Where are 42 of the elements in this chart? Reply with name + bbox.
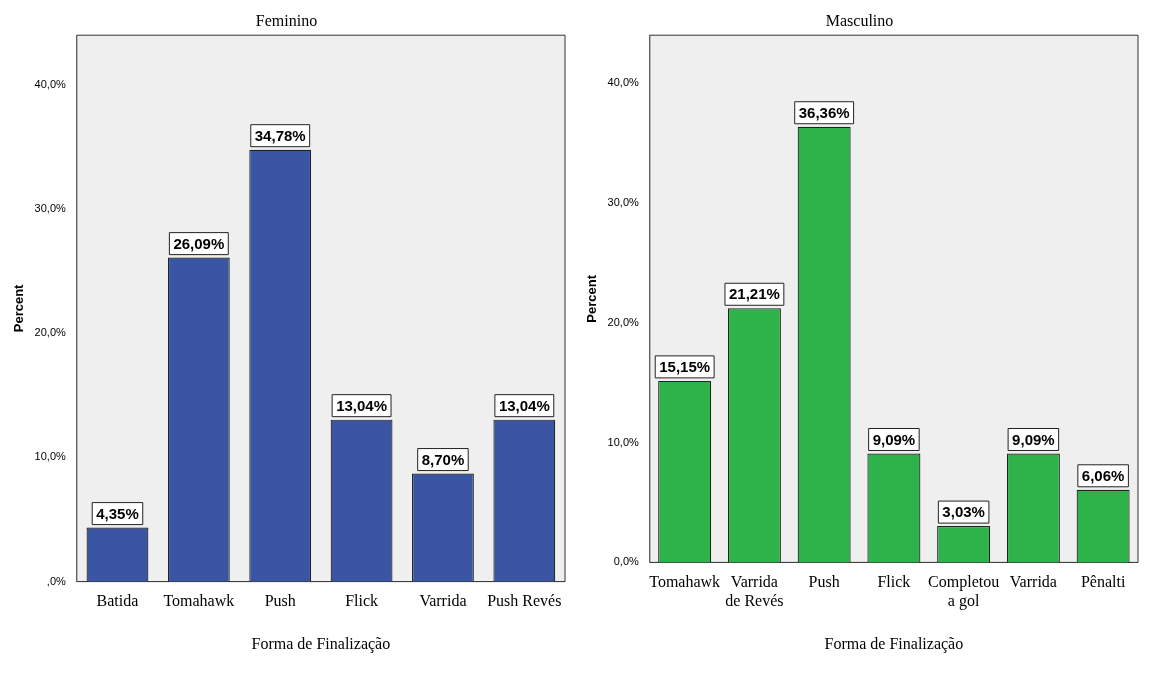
data-label: 8,70%	[421, 450, 465, 468]
x-axis-title: Forma de Finalização	[824, 634, 964, 653]
data-label: 3,03%	[942, 503, 985, 521]
x-tick-label: Flick	[345, 592, 379, 610]
data-label: 36,36%	[798, 103, 850, 121]
x-axis-title: Forma de Finalização	[251, 634, 391, 653]
data-label: 9,09%	[872, 430, 916, 448]
x-tick-label: Tomahawk	[163, 592, 235, 610]
y-tick-label: 20,0%	[34, 326, 66, 339]
x-tick-label: Push Revés	[487, 592, 562, 610]
data-label: 4,35%	[96, 504, 139, 522]
y-axis-title: Percent	[584, 274, 600, 323]
data-label: 13,04%	[336, 396, 388, 414]
x-tick-label: Varrida	[419, 592, 467, 610]
y-axis-title: Percent	[11, 283, 27, 333]
data-label: 9,09%	[1012, 430, 1055, 448]
x-tick-label: Flick	[877, 573, 911, 591]
x-tick-label: Push	[264, 592, 296, 610]
x-tick-label: Tomahawk	[649, 573, 721, 591]
x-tick-label: Batida	[96, 592, 139, 610]
x-tick-label: Pênalti	[1080, 573, 1126, 591]
y-tick-label: 20,0%	[607, 315, 639, 328]
x-tick-label: Push	[808, 573, 840, 591]
data-label: 21,21%	[728, 285, 780, 303]
y-tick-label: 10,0%	[607, 435, 639, 448]
y-tick-label: 10,0%	[34, 450, 66, 463]
x-tick-label: Completou a gol	[928, 573, 1000, 611]
chart-title: Feminino	[255, 11, 318, 29]
y-tick-label: 40,0%	[34, 77, 66, 90]
x-tick-label: Varrida de Revés	[725, 573, 784, 610]
data-label: 26,09%	[173, 234, 225, 252]
data-label: 34,78%	[254, 126, 306, 144]
data-label: 13,04%	[498, 396, 550, 414]
data-label: 6,06%	[1081, 466, 1125, 484]
data-label: 15,15%	[659, 358, 711, 376]
y-tick-label: ,0%	[46, 574, 66, 587]
y-tick-label: 0,0%	[613, 555, 639, 568]
x-tick-label: Varrida	[1009, 573, 1057, 591]
y-tick-label: 30,0%	[607, 195, 639, 208]
chart-title: Masculino	[825, 11, 894, 29]
y-tick-label: 40,0%	[607, 76, 639, 89]
y-tick-label: 30,0%	[34, 202, 66, 215]
